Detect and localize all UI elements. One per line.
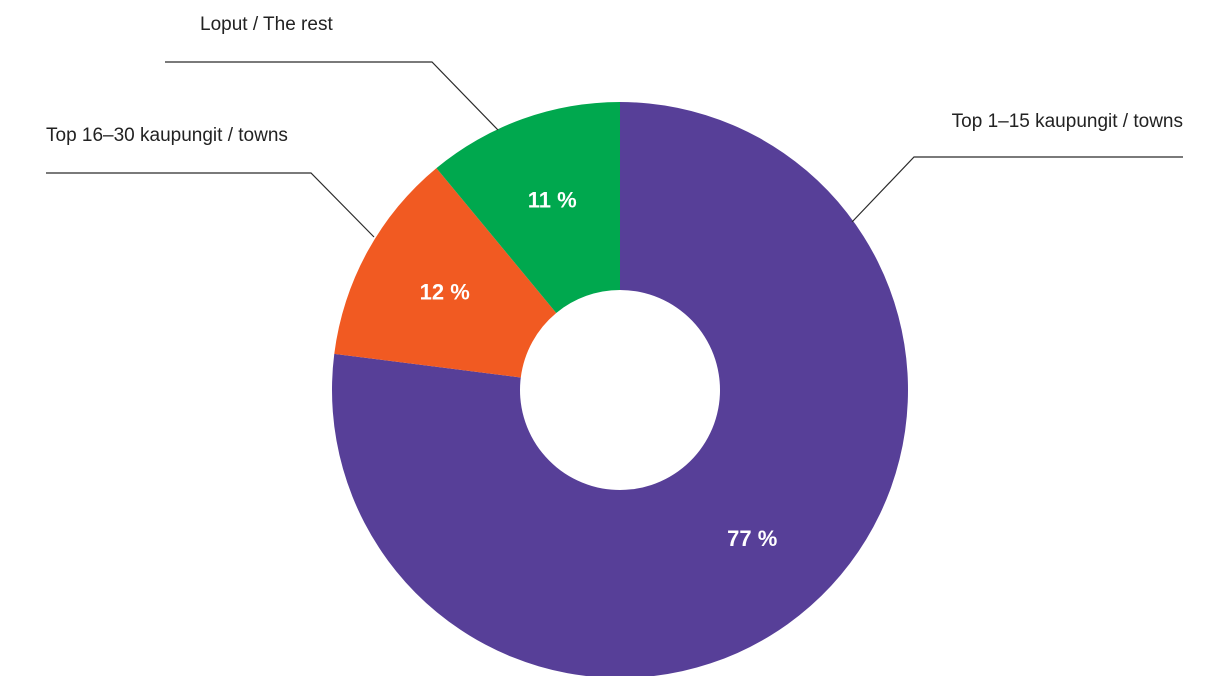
category-label-loput-the-rest: Loput / The rest bbox=[200, 14, 333, 35]
slice-top-16-30-kaupungit-towns bbox=[334, 168, 557, 378]
leader-line-loput-the-rest bbox=[165, 61, 499, 131]
leader-line-top-1-15-kaupungit-towns bbox=[851, 156, 1183, 223]
labels-layer: 77 % Top 1–15 kaupungit / towns 12 % Top 16… bbox=[46, 14, 1183, 551]
slices-layer bbox=[332, 102, 909, 678]
leader-lines-layer bbox=[46, 61, 1183, 238]
leader-line-top-16-30-kaupungit-towns bbox=[46, 172, 375, 238]
category-label-top-16-30-kaupungit-towns: Top 16–30 kaupungit / towns bbox=[46, 125, 288, 146]
slice-value-label-top-1-15-kaupungit-towns: 77 % bbox=[727, 526, 777, 551]
category-label-top-1-15-kaupungit-towns: Top 1–15 kaupungit / towns bbox=[952, 111, 1183, 132]
slice-value-label-loput-the-rest: 11 % bbox=[528, 188, 577, 213]
slice-value-label-top-16-30-kaupungit-towns: 12 % bbox=[420, 279, 470, 304]
slice-loput-the-rest bbox=[436, 102, 620, 313]
slice-top-1-15-kaupungit-towns bbox=[332, 102, 909, 678]
